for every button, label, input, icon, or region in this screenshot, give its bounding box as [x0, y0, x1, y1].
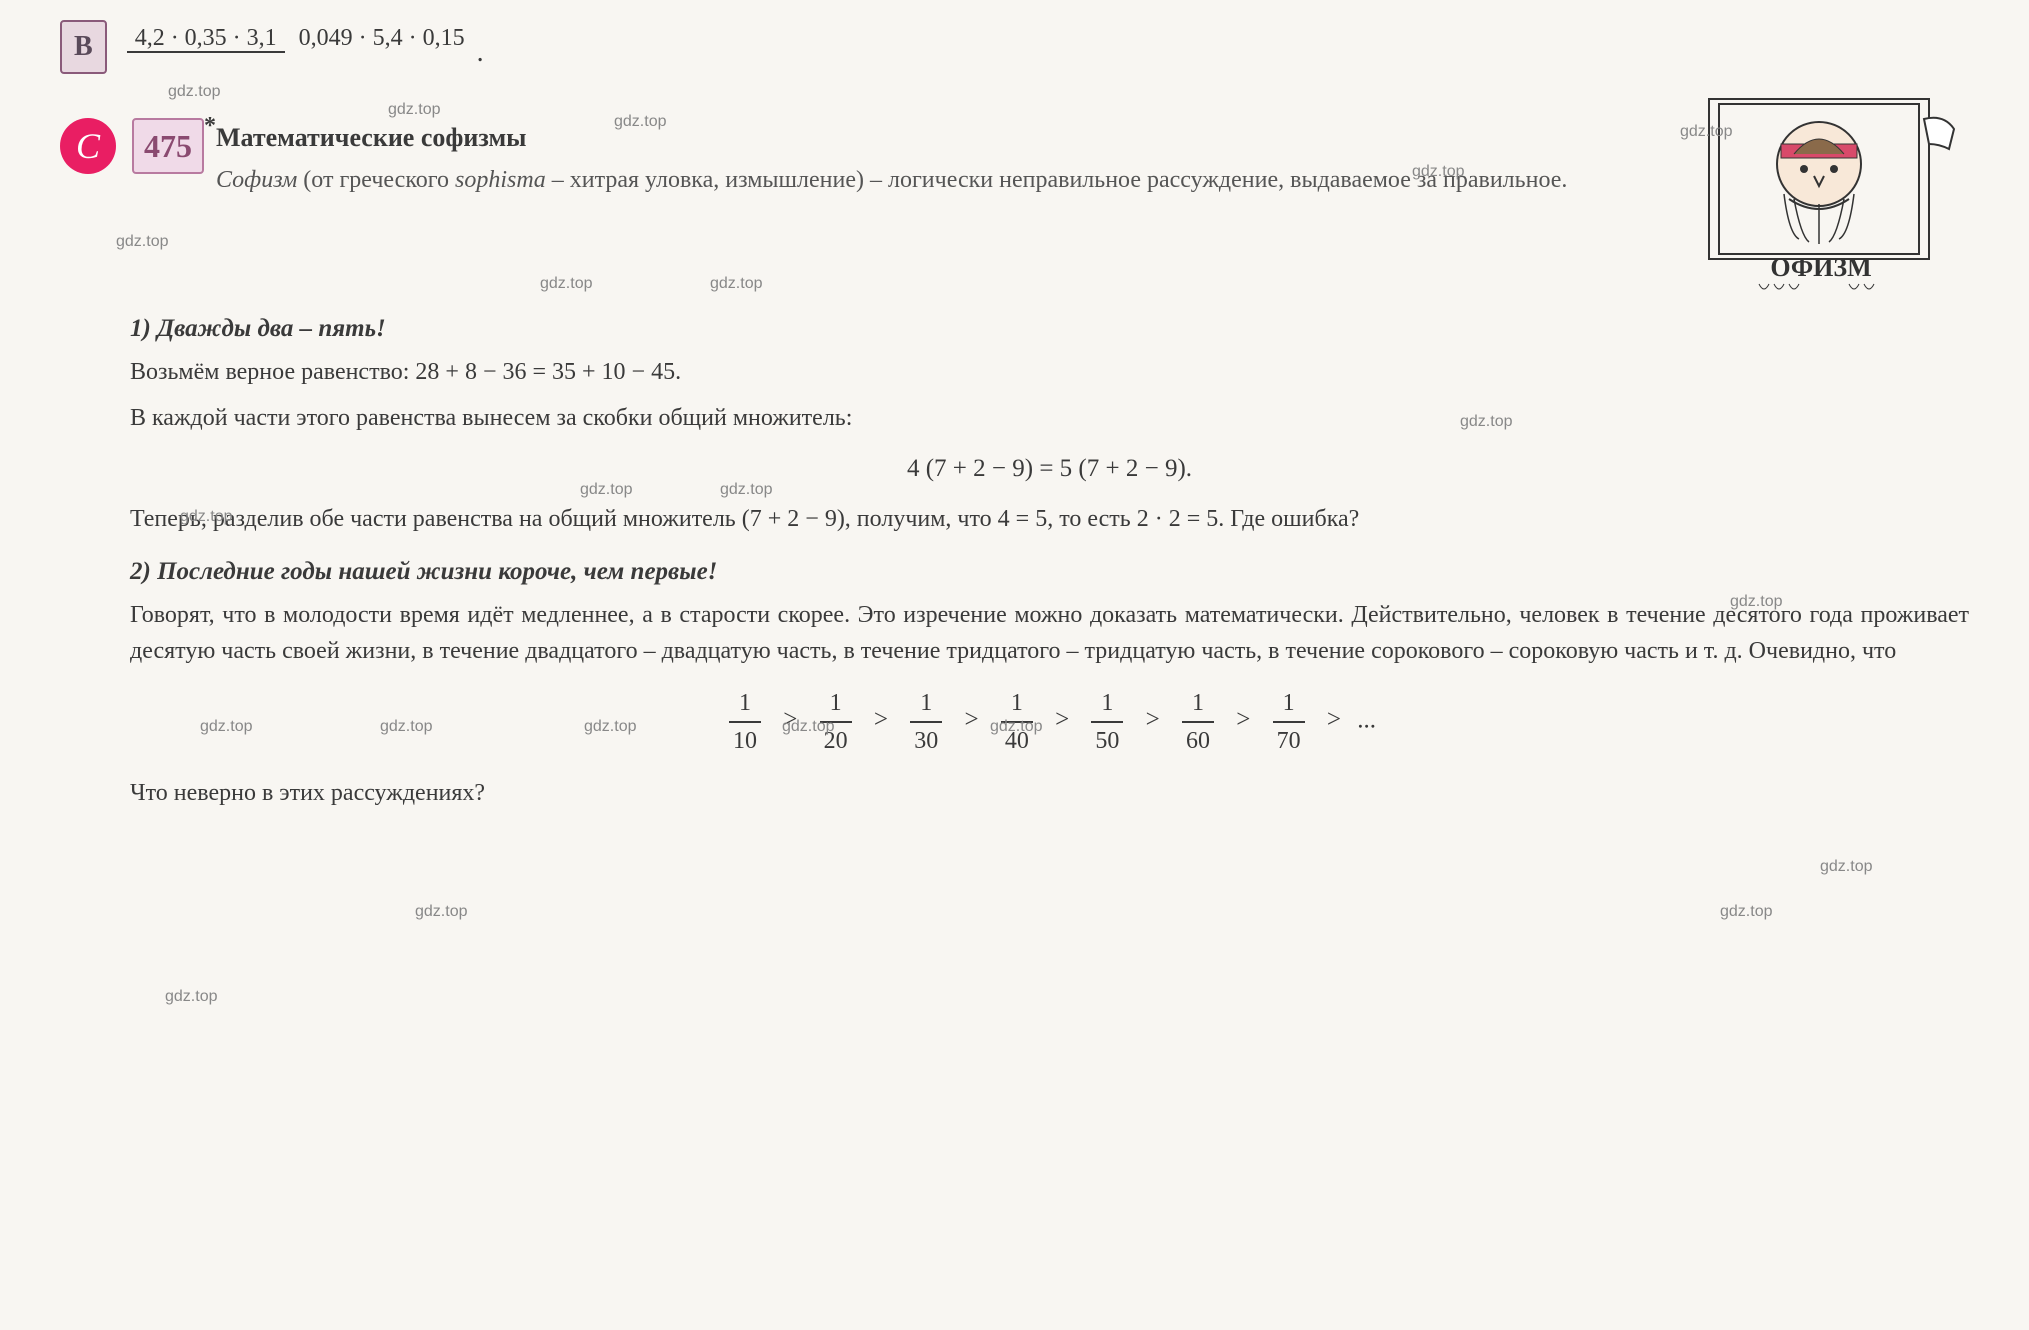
section1-line2: В каждой части этого равенства вынесем з…: [130, 400, 1969, 436]
frac-3: 1 40: [1001, 685, 1033, 759]
sophist-svg: ОФИЗМ: [1689, 94, 1969, 294]
definition-p2: (от греческого: [297, 167, 455, 193]
badge-b: В: [60, 20, 107, 74]
illustration-caption: ОФИЗМ: [1770, 253, 1871, 282]
gt-0: >: [783, 706, 797, 733]
section1-equation: 4 (7 + 2 − 9) = 5 (7 + 2 − 9).: [130, 450, 1969, 488]
gt-4: >: [1146, 706, 1160, 733]
problem-number: 475: [144, 128, 192, 164]
problem-number-box: 475 *: [132, 118, 204, 174]
fraction-inequality: 1 10 > 1 20 > 1 30 > 1 40 > 1 50 >: [130, 685, 1969, 759]
definition-text: Софизм (от греческого sophisma – хитрая …: [216, 163, 1669, 198]
ellipsis: ...: [1357, 706, 1376, 733]
top-fraction-denominator: 0,049 · 5,4 · 0,15: [291, 25, 473, 51]
problem-title: Математические софизмы: [216, 118, 1669, 157]
content-body: 1) Дважды два – пять! Возьмём верное рав…: [130, 310, 1969, 811]
frac-4: 1 50: [1091, 685, 1123, 759]
frac-1: 1 20: [820, 685, 852, 759]
top-fraction: 4,2 · 0,35 · 3,1 0,049 · 5,4 · 0,15: [127, 20, 473, 56]
top-fraction-numerator: 4,2 · 0,35 · 3,1: [127, 25, 285, 53]
watermark: gdz.top: [165, 985, 217, 1009]
section2-para: Говорят, что в молодости время идёт медл…: [130, 597, 1969, 669]
frac-5: 1 60: [1182, 685, 1214, 759]
section1-line3: Теперь, разделив обе части равенства на …: [130, 501, 1969, 537]
watermark: gdz.top: [1820, 855, 1872, 879]
top-expression-row: В 4,2 · 0,35 · 3,1 0,049 · 5,4 · 0,15 .: [60, 20, 1969, 74]
frac-2: 1 30: [910, 685, 942, 759]
section2-heading: 2) Последние годы нашей жизни короче, че…: [130, 553, 1969, 591]
gt-1: >: [874, 706, 888, 733]
gt-3: >: [1055, 706, 1069, 733]
watermark: gdz.top: [415, 900, 467, 924]
page-container: В 4,2 · 0,35 · 3,1 0,049 · 5,4 · 0,15 . …: [60, 20, 1969, 811]
badge-c: С: [60, 118, 116, 174]
section2-closing: Что неверно в этих рассуждениях?: [130, 775, 1969, 811]
watermark: gdz.top: [1720, 900, 1772, 924]
section1-line1: Возьмём верное равенство: 28 + 8 − 36 = …: [130, 354, 1969, 390]
section1-heading: 1) Дважды два – пять!: [130, 310, 1969, 348]
problem-header-row: С 475 * Математические софизмы Софизм (о…: [60, 94, 1969, 294]
title-block: Математические софизмы Софизм (от гречес…: [216, 118, 1669, 198]
definition-p4: – хитрая уловка, измышление) – логически…: [546, 167, 1568, 193]
definition-latin: sophisma: [455, 167, 546, 193]
gt-2: >: [964, 706, 978, 733]
sophism-illustration: ОФИЗМ: [1689, 94, 1969, 294]
frac-6: 1 70: [1273, 685, 1305, 759]
frac-0: 1 10: [729, 685, 761, 759]
gt-6: >: [1327, 706, 1341, 733]
definition-term: Софизм: [216, 167, 297, 193]
gt-5: >: [1236, 706, 1250, 733]
asterisk-icon: *: [204, 108, 216, 144]
period: .: [477, 32, 484, 74]
